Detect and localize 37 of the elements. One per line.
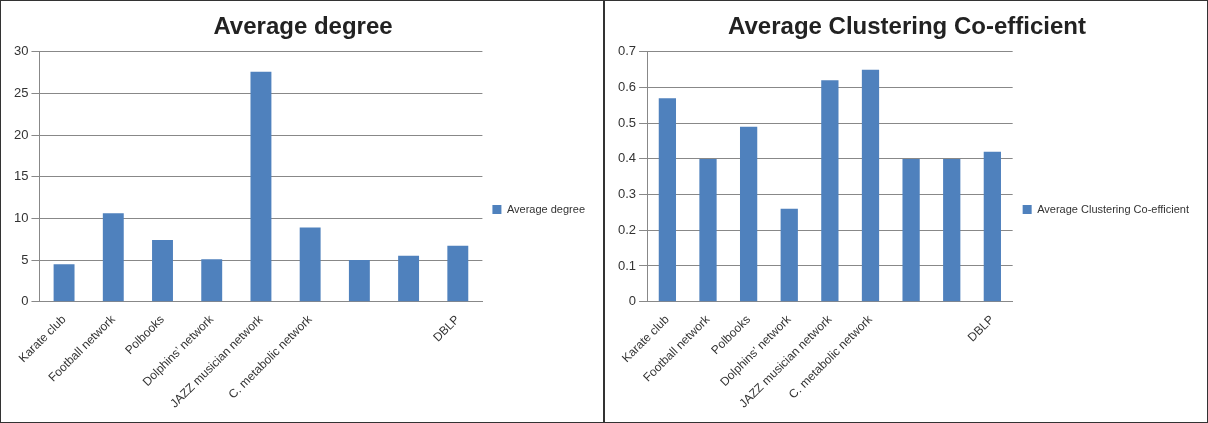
bar (398, 255, 420, 302)
bar (201, 259, 223, 302)
legend-label: Average Clustering Co-efficient (1037, 202, 1189, 215)
y-tick-label: 0 (628, 293, 637, 309)
bar (299, 227, 321, 302)
y-tick-label: 0 (21, 293, 29, 309)
bar (53, 264, 75, 302)
y-tick-label: 10 (13, 209, 29, 225)
y-tick-label: 0.6 (617, 79, 637, 95)
bar (447, 245, 469, 302)
bar (943, 158, 961, 302)
y-tick-label: 0.1 (617, 257, 637, 273)
bar (902, 158, 920, 302)
y-tick-label: 25 (13, 85, 29, 101)
y-tick-label: 30 (13, 43, 29, 59)
bar (821, 80, 839, 302)
y-tick-label: 15 (13, 168, 29, 184)
bar (780, 208, 798, 302)
bar (983, 151, 1001, 302)
chart-title: Average degree (213, 12, 393, 40)
chart-title: Average Clustering Co-efficient (728, 12, 1086, 40)
y-tick-label: 20 (13, 126, 29, 142)
y-tick-label: 0.3 (617, 186, 637, 202)
bar (658, 98, 677, 302)
bar (739, 126, 758, 302)
bar (250, 71, 272, 302)
bar (102, 213, 124, 302)
y-tick-label: 0.2 (617, 221, 637, 237)
y-tick-label: 0.5 (617, 114, 637, 130)
bar (152, 240, 173, 302)
bar (861, 69, 880, 302)
y-tick-label: 5 (21, 251, 29, 267)
y-tick-label: 0.7 (617, 43, 637, 59)
bar (348, 260, 370, 302)
legend-label: Average degree (506, 202, 586, 215)
y-tick-label: 0.4 (617, 150, 637, 166)
bar (699, 158, 717, 302)
